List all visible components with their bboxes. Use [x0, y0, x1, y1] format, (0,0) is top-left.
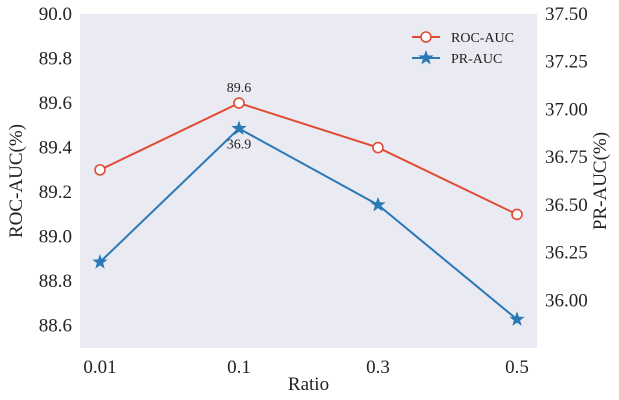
y-right-tick-label: 37.25	[545, 52, 588, 73]
annotation-roc-auc: 89.6	[227, 81, 252, 96]
data-point-pr-auc	[370, 196, 386, 212]
x-axis-title: Ratio	[288, 374, 329, 395]
y-axis-right-title: PR-AUC(%)	[590, 132, 611, 230]
legend-pr-auc-label: PR-AUC	[451, 52, 502, 67]
y-right-tick-label: 36.75	[545, 147, 588, 168]
annotation-layer: 89.6 36.9	[227, 81, 252, 152]
plot-background	[80, 14, 537, 348]
y-right-tick-label: 36.00	[545, 290, 588, 311]
data-point-roc-auc	[233, 97, 245, 109]
data-point-pr-auc	[231, 120, 247, 135]
legend-roc-auc-circle-icon	[420, 31, 432, 43]
y-left-tick-label: 90.0	[39, 4, 72, 25]
legend: ROC-AUC PR-AUC	[412, 31, 514, 67]
y-left-tick-label: 89.2	[39, 182, 72, 203]
y-left-tick-label: 89.4	[39, 138, 73, 159]
x-tick-label: 0.5	[505, 357, 529, 378]
y-left-tick-label: 89.6	[39, 93, 72, 114]
y-axis-left-title: ROC-AUC(%)	[6, 124, 27, 238]
data-point-roc-auc	[94, 164, 106, 176]
data-point-roc-auc	[372, 141, 384, 154]
series-line-roc-auc	[99, 101, 518, 216]
x-tick-label: 0.01	[83, 357, 116, 378]
series-layer	[92, 97, 525, 326]
y-left-tick-label: 89.8	[39, 49, 72, 70]
ticks-layer: 0.01 0.1 0.3 0.588.688.889.089.289.489.689.…	[39, 4, 588, 378]
legend-entry-pr-auc: PR-AUC	[412, 50, 502, 67]
y-left-tick-label: 88.8	[39, 271, 72, 292]
y-left-tick-label: 88.6	[39, 316, 72, 337]
annotation-pr-auc: 36.9	[227, 138, 252, 153]
data-point-pr-auc	[92, 254, 108, 269]
x-tick-label: 0.3	[366, 357, 390, 378]
x-tick-label: 0.1	[227, 357, 251, 378]
y-right-tick-label: 37.00	[545, 99, 588, 120]
y-right-tick-label: 37.50	[545, 4, 588, 25]
y-right-tick-label: 36.25	[545, 243, 588, 264]
data-point-pr-auc	[509, 311, 525, 326]
series-line-pr-auc	[99, 127, 518, 321]
y-right-tick-label: 36.50	[545, 195, 588, 216]
y-left-tick-label: 89.0	[39, 227, 72, 248]
legend-entry-roc-auc: ROC-AUC	[412, 31, 514, 46]
legend-pr-auc-star-icon	[418, 50, 434, 65]
legend-roc-auc-label: ROC-AUC	[451, 31, 514, 46]
data-point-roc-auc	[511, 208, 523, 221]
